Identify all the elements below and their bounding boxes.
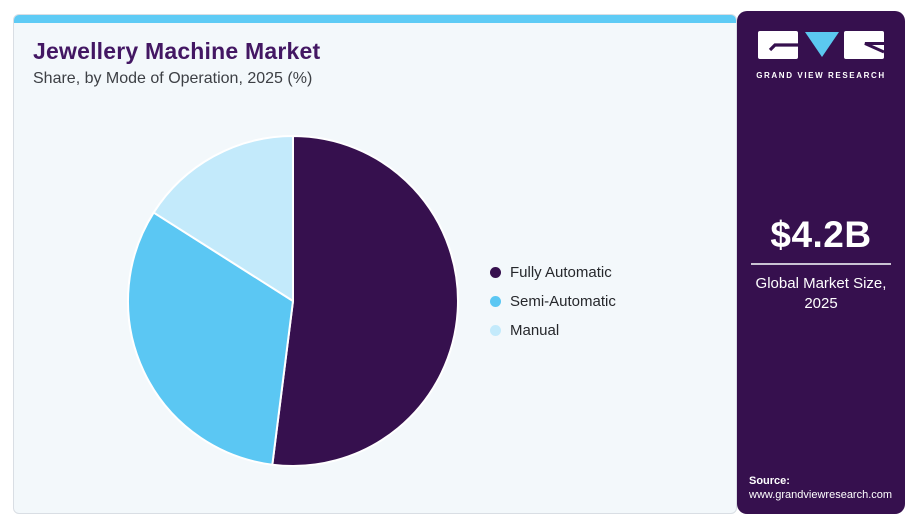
market-size-value: $4.2B xyxy=(770,214,872,255)
market-size-label: Global Market Size, 2025 xyxy=(737,274,905,315)
legend-swatch xyxy=(490,324,501,336)
market-size-label-line1: Global Market Size, xyxy=(755,275,887,292)
legend-item: Manual xyxy=(490,321,616,339)
brand-name: GRAND VIEW RESEARCH xyxy=(756,71,886,80)
legend-swatch xyxy=(490,266,501,278)
legend-item: Fully Automatic xyxy=(490,263,616,281)
card-top-accent-bar xyxy=(14,15,736,23)
market-size-block: $4.2B Global Market Size, 2025 xyxy=(737,214,905,315)
gvr-logo-icon xyxy=(758,31,885,59)
logo-r-slit xyxy=(864,42,885,54)
legend-item: Semi-Automatic xyxy=(490,292,616,310)
market-size-divider xyxy=(751,263,891,265)
legend-label: Semi-Automatic xyxy=(510,292,616,310)
legend-label: Manual xyxy=(510,321,560,339)
source-block: Source: www.grandviewresearch.com xyxy=(749,475,899,501)
pie-chart xyxy=(127,135,459,467)
brand-sidebar: GRAND VIEW RESEARCH $4.2B Global Market … xyxy=(737,11,905,514)
logo-v-triangle-icon xyxy=(805,32,839,57)
chart-card: Jewellery Machine Market Share, by Mode … xyxy=(13,14,737,514)
pie-slice-manual xyxy=(152,135,294,302)
source-url[interactable]: www.grandviewresearch.com xyxy=(749,489,893,501)
legend-swatch xyxy=(490,295,501,307)
market-size-label-line2: 2025 xyxy=(804,295,838,313)
page-title: Jewellery Machine Market xyxy=(33,38,321,64)
pie-slice-fully-automatic xyxy=(271,135,459,467)
chart-header: Jewellery Machine Market Share, by Mode … xyxy=(14,23,736,88)
logo-r-glyph xyxy=(844,31,884,59)
source-label: Source: xyxy=(749,475,790,487)
logo-g-slit xyxy=(768,43,798,52)
legend: Fully Automatic Semi-Automatic Manual xyxy=(490,263,616,339)
page-subtitle: Share, by Mode of Operation, 2025 (%) xyxy=(33,70,313,87)
gvr-logo: GRAND VIEW RESEARCH xyxy=(737,11,905,80)
legend-label: Fully Automatic xyxy=(510,263,612,281)
